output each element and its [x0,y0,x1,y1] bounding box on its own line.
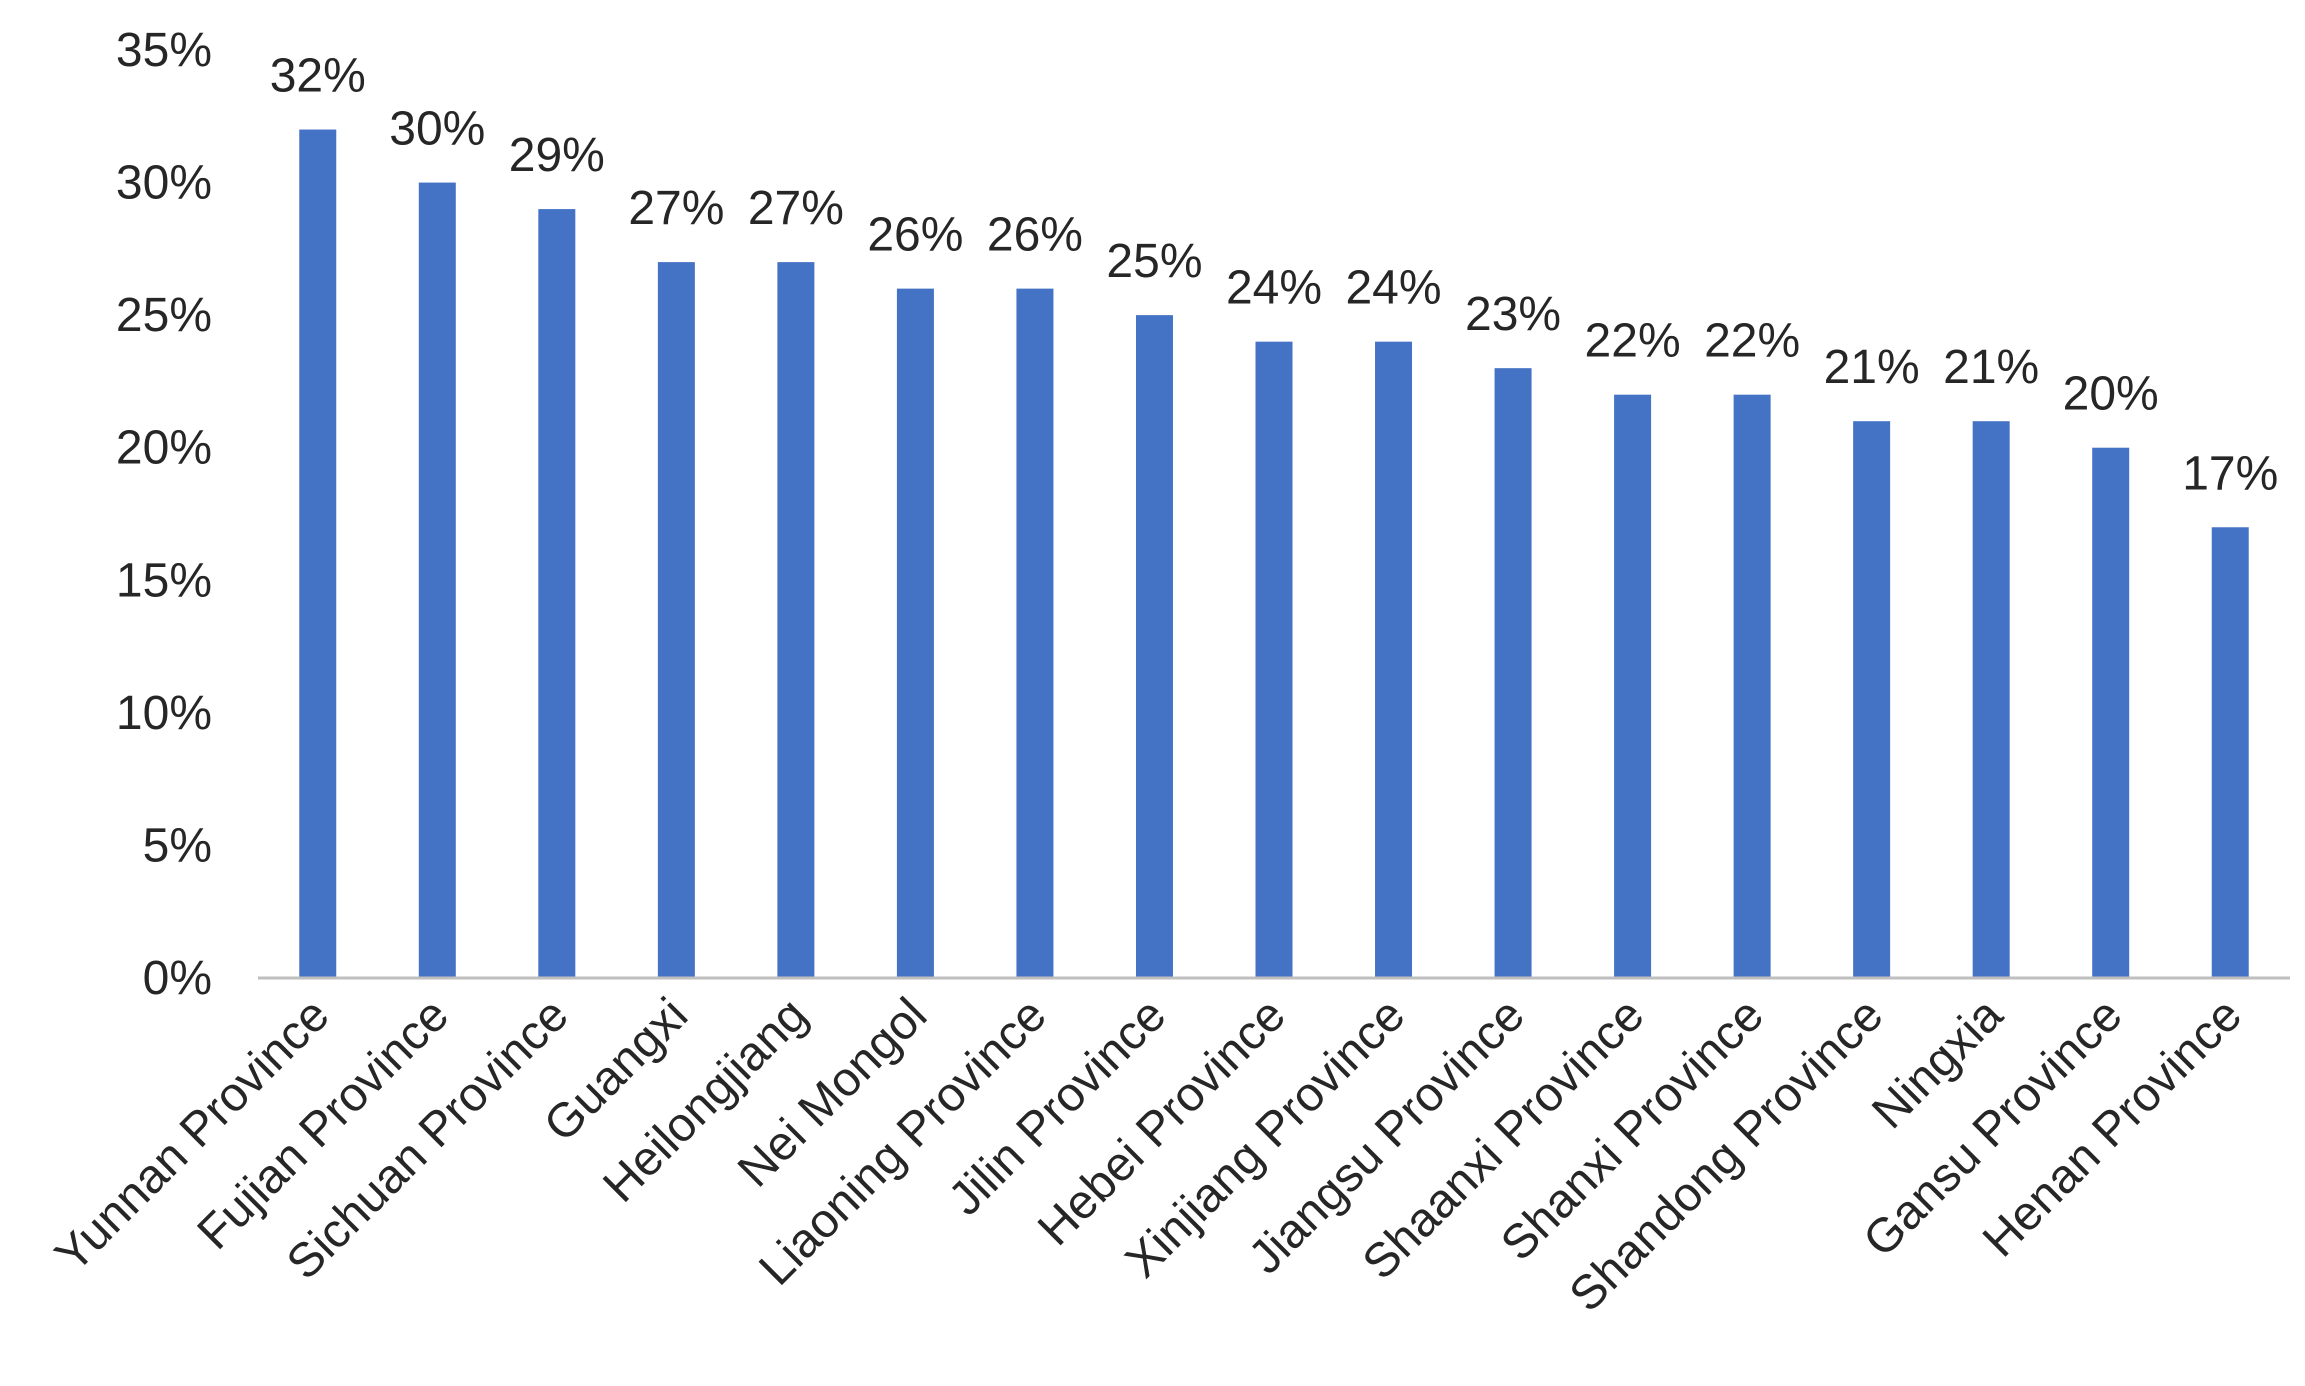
y-tick-label: 20% [116,422,212,475]
bar [1494,368,1532,979]
y-tick-label: 15% [116,554,212,607]
data-labels: 32% 30% 29% 27% 27% 26% 26% 25% 24% 24% 23% 22% 22% 2… [270,50,2279,501]
bar [1135,315,1173,979]
bar [1614,394,1652,979]
bar [538,209,576,979]
bar [1733,394,1771,979]
y-tick-label: 25% [116,289,212,342]
data-label: 21% [1824,341,1920,394]
data-label: 22% [1704,315,1800,368]
data-label: 17% [2182,447,2278,500]
y-tick-label: 30% [116,157,212,210]
bar [1853,421,1891,978]
data-label: 26% [867,209,963,262]
bar [2211,527,2249,978]
bar [1255,341,1293,979]
data-label: 21% [1943,341,2039,394]
data-label: 25% [1106,235,1202,288]
data-label: 26% [987,209,1083,262]
bar [896,288,934,979]
data-label: 24% [1226,262,1322,315]
bar [777,262,815,979]
data-label: 27% [748,182,844,235]
bar [1972,421,2010,978]
bar [1016,288,1054,979]
bar [418,182,456,979]
bar [657,262,695,979]
bar [299,129,337,979]
bars [299,129,2249,979]
data-label: 24% [1345,262,1441,315]
data-label: 32% [270,50,366,103]
bar [1375,341,1413,979]
y-axis: 0% 5% 10% 15% 20% 25% 30% 35% [116,24,212,1005]
data-label: 27% [628,182,724,235]
data-label: 30% [389,103,485,156]
bar [2092,447,2130,978]
y-tick-label: 10% [116,687,212,740]
data-label: 22% [1585,315,1681,368]
data-label: 23% [1465,288,1561,341]
data-label: 29% [509,129,605,182]
y-tick-label: 5% [143,819,212,872]
data-label: 20% [2063,368,2159,421]
y-tick-label: 0% [143,952,212,1005]
y-tick-label: 35% [116,24,212,77]
